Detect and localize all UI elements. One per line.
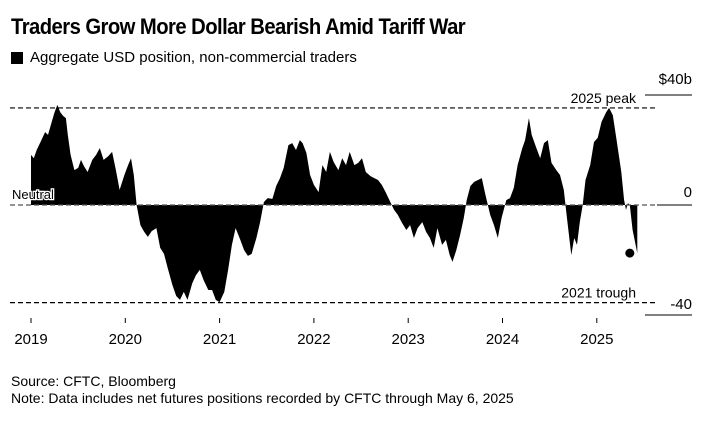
reference-lines: 2025 peak Neutral 2021 trough [10, 90, 657, 304]
y-tick-label: -40 [670, 296, 692, 313]
area-series [31, 104, 638, 303]
x-axis: 2019 2020 2021 2022 2023 2024 2025 [14, 318, 613, 348]
legend-swatch [11, 51, 23, 64]
footer: Source: CFTC, Bloomberg Note: Data inclu… [11, 373, 514, 407]
end-marker [625, 248, 635, 258]
data-note: Note: Data includes net futures position… [11, 390, 514, 406]
y-tick-label: $40b [659, 71, 692, 88]
reference-label-2021-trough: 2021 trough [561, 285, 636, 301]
reference-label-2025-peak: 2025 peak [571, 90, 637, 106]
legend: Aggregate USD position, non-commercial t… [11, 49, 357, 66]
x-tick-label: 2019 [14, 331, 47, 348]
x-tick-label: 2025 [580, 331, 613, 348]
legend-label: Aggregate USD position, non-commercial t… [30, 49, 357, 66]
x-tick-label: 2024 [486, 331, 519, 348]
x-tick-label: 2020 [109, 331, 142, 348]
x-tick-label: 2022 [297, 331, 330, 348]
y-tick-label: 0 [684, 184, 692, 201]
chart-title: Traders Grow More Dollar Bearish Amid Ta… [11, 14, 466, 39]
source-note: Source: CFTC, Bloomberg [11, 373, 176, 389]
x-tick-label: 2023 [392, 331, 425, 348]
reference-label-neutral: Neutral [12, 187, 54, 202]
y-axis: $40b 0 -40 [645, 71, 692, 316]
x-tick-label: 2021 [203, 331, 236, 348]
